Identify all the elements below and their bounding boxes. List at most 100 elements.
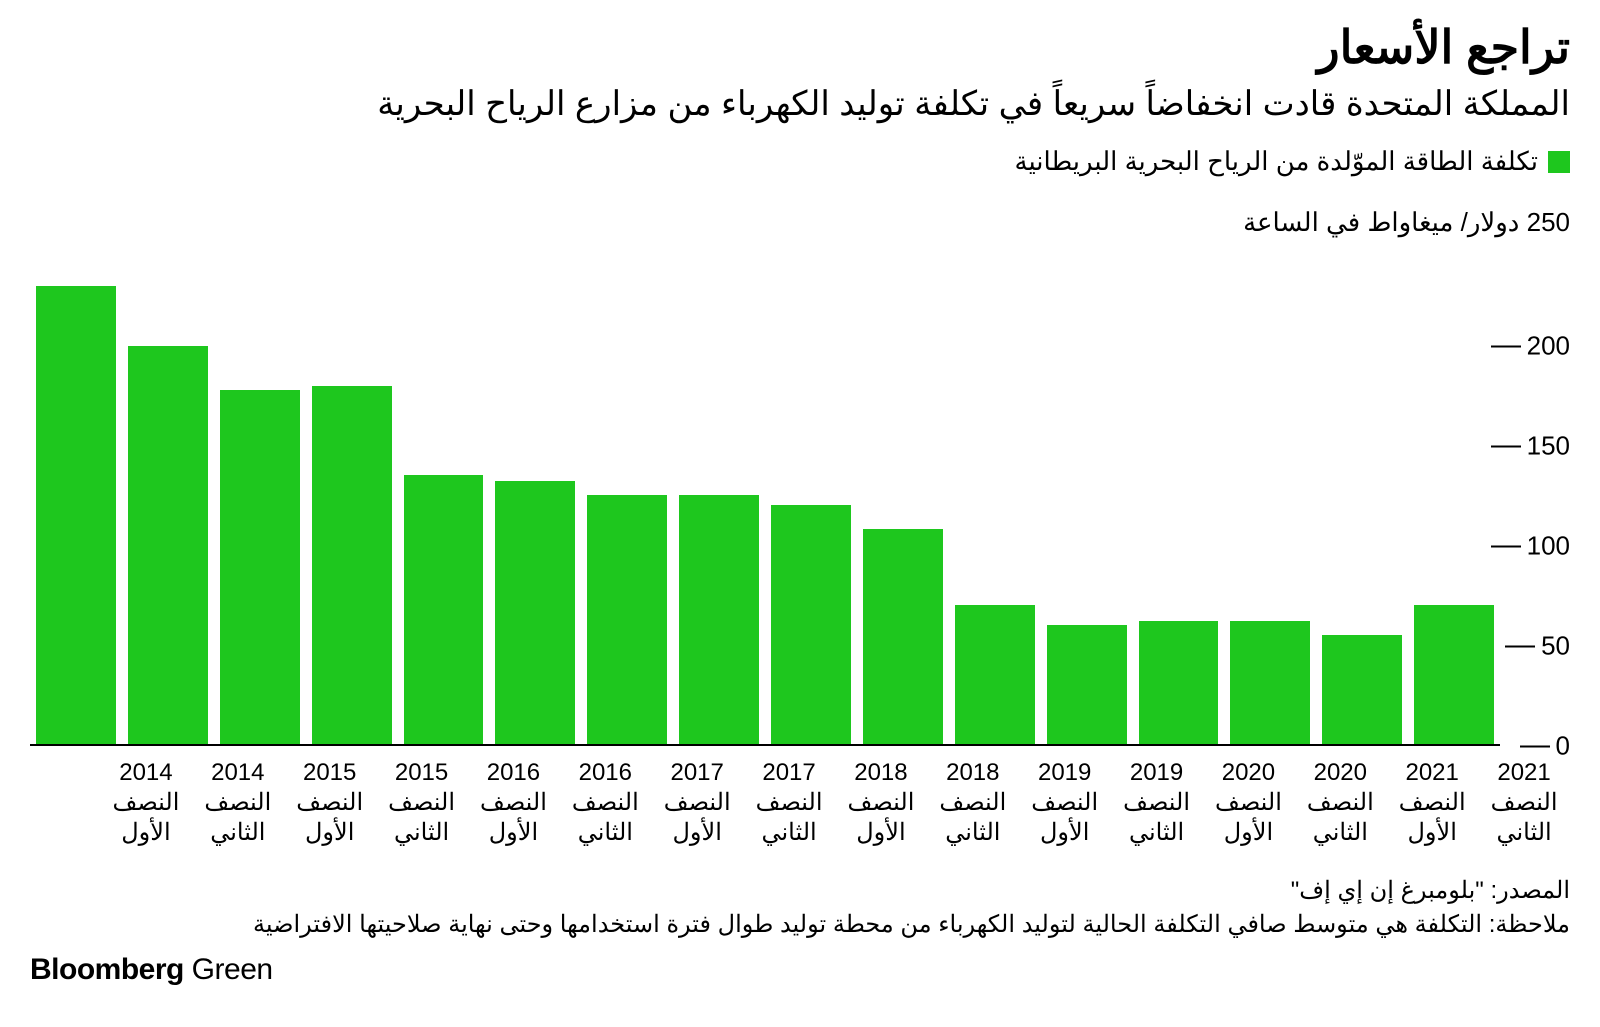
x-label-year: 2020 — [1300, 758, 1380, 788]
brand-thin: Green — [184, 953, 273, 986]
x-label-year: 2021 — [1392, 758, 1472, 788]
x-label-year: 2020 — [1209, 758, 1289, 788]
note-text: ملاحظة: التكلفة هي متوسط صافي التكلفة ال… — [30, 908, 1570, 942]
x-label-half: النصف — [1300, 788, 1380, 818]
chart-plot-area: 050100150200 — [30, 246, 1570, 746]
x-label-half: النصف — [474, 788, 554, 818]
x-label-year: 2017 — [657, 758, 737, 788]
x-label-year: 2018 — [841, 758, 921, 788]
x-label-half: النصف — [290, 788, 370, 818]
bar — [220, 390, 300, 745]
bar — [495, 481, 575, 744]
x-axis-label: 2017النصفالأول — [657, 758, 737, 848]
x-axis-label: 2020النصفالأول — [1209, 758, 1289, 848]
x-label-half: النصف — [565, 788, 645, 818]
x-label-year: 2018 — [933, 758, 1013, 788]
x-label-half: الأول — [841, 818, 921, 848]
x-label-year: 2019 — [1117, 758, 1197, 788]
y-tick-mark — [1491, 545, 1521, 547]
x-label-half: الأول — [657, 818, 737, 848]
x-label-year: 2021 — [1484, 758, 1564, 788]
y-tick: 150 — [1491, 431, 1570, 462]
bar — [1414, 605, 1494, 744]
x-axis-label: 2020النصفالثاني — [1300, 758, 1380, 848]
legend-swatch — [1548, 151, 1570, 173]
chart-title: تراجع الأسعار — [30, 20, 1570, 74]
legend: تكلفة الطاقة الموّلدة من الرياح البحرية … — [30, 146, 1570, 177]
x-axis-label: 2016النصفالأول — [474, 758, 554, 848]
y-tick-label: 50 — [1541, 631, 1570, 662]
x-label-half: النصف — [1025, 788, 1105, 818]
plot — [30, 246, 1500, 746]
y-axis: 050100150200 — [1500, 246, 1570, 746]
x-label-half: النصف — [1209, 788, 1289, 818]
bar — [128, 346, 208, 744]
x-label-half: النصف — [106, 788, 186, 818]
y-tick: 0 — [1520, 731, 1570, 762]
x-label-year: 2019 — [1025, 758, 1105, 788]
x-label-year: 2015 — [290, 758, 370, 788]
x-label-half: النصف — [841, 788, 921, 818]
x-label-half: النصف — [1392, 788, 1472, 818]
x-axis-label: 2019النصفالثاني — [1117, 758, 1197, 848]
y-tick: 200 — [1491, 331, 1570, 362]
x-label-half: الأول — [474, 818, 554, 848]
x-label-year: 2014 — [198, 758, 278, 788]
bar — [312, 386, 392, 745]
x-label-year: 2016 — [565, 758, 645, 788]
x-axis-labels: 2014النصفالأول2014النصفالثاني2015النصفال… — [30, 758, 1570, 848]
x-axis-label: 2015النصفالثاني — [382, 758, 462, 848]
x-axis-label: 2018النصفالثاني — [933, 758, 1013, 848]
y-tick-mark — [1520, 745, 1550, 747]
x-label-half: الثاني — [198, 818, 278, 848]
x-label-half: الأول — [106, 818, 186, 848]
chart-container: تراجع الأسعار المملكة المتحدة قادت انخفا… — [0, 0, 1600, 1027]
brand-bold: Bloomberg — [30, 953, 184, 986]
x-label-half: النصف — [933, 788, 1013, 818]
y-tick-mark — [1505, 645, 1535, 647]
x-axis-label: 2021النصفالأول — [1392, 758, 1472, 848]
y-tick-label: 150 — [1527, 431, 1570, 462]
x-label-half: النصف — [198, 788, 278, 818]
x-label-year: 2016 — [474, 758, 554, 788]
legend-label: تكلفة الطاقة الموّلدة من الرياح البحرية … — [1015, 146, 1539, 177]
x-label-half: الثاني — [382, 818, 462, 848]
x-label-year: 2014 — [106, 758, 186, 788]
x-axis-label: 2016النصفالثاني — [565, 758, 645, 848]
x-label-half: الثاني — [1117, 818, 1197, 848]
x-label-half: النصف — [657, 788, 737, 818]
x-label-year: 2015 — [382, 758, 462, 788]
x-label-half: الثاني — [565, 818, 645, 848]
x-label-half: النصف — [382, 788, 462, 818]
x-label-half: الثاني — [1484, 818, 1564, 848]
bar — [1139, 621, 1219, 745]
x-axis-label: 2015النصفالأول — [290, 758, 370, 848]
bar — [955, 605, 1035, 744]
x-axis-label: 2021النصفالثاني — [1484, 758, 1564, 848]
x-axis-label: 2018النصفالأول — [841, 758, 921, 848]
bar — [1322, 635, 1402, 745]
bar — [863, 529, 943, 744]
x-label-half: الثاني — [1300, 818, 1380, 848]
x-axis-label: 2014النصفالأول — [106, 758, 186, 848]
x-label-year: 2017 — [749, 758, 829, 788]
bar — [404, 475, 484, 744]
y-tick: 50 — [1505, 631, 1570, 662]
x-axis-label: 2014النصفالثاني — [198, 758, 278, 848]
bar — [1047, 625, 1127, 745]
bar — [36, 286, 116, 744]
x-label-half: النصف — [1117, 788, 1197, 818]
y-tick-label: 0 — [1556, 731, 1570, 762]
x-axis-label: 2019النصفالأول — [1025, 758, 1105, 848]
y-tick-label: 100 — [1527, 531, 1570, 562]
y-tick: 100 — [1491, 531, 1570, 562]
bar — [587, 495, 667, 744]
bar — [1230, 621, 1310, 745]
x-label-half: الأول — [1025, 818, 1105, 848]
x-axis-label: 2017النصفالثاني — [749, 758, 829, 848]
x-label-half: النصف — [1484, 788, 1564, 818]
x-label-half: الأول — [1392, 818, 1472, 848]
bar — [771, 505, 851, 744]
chart-subtitle: المملكة المتحدة قادت انخفاضاً سريعاً في … — [30, 82, 1570, 126]
x-label-half: الأول — [1209, 818, 1289, 848]
